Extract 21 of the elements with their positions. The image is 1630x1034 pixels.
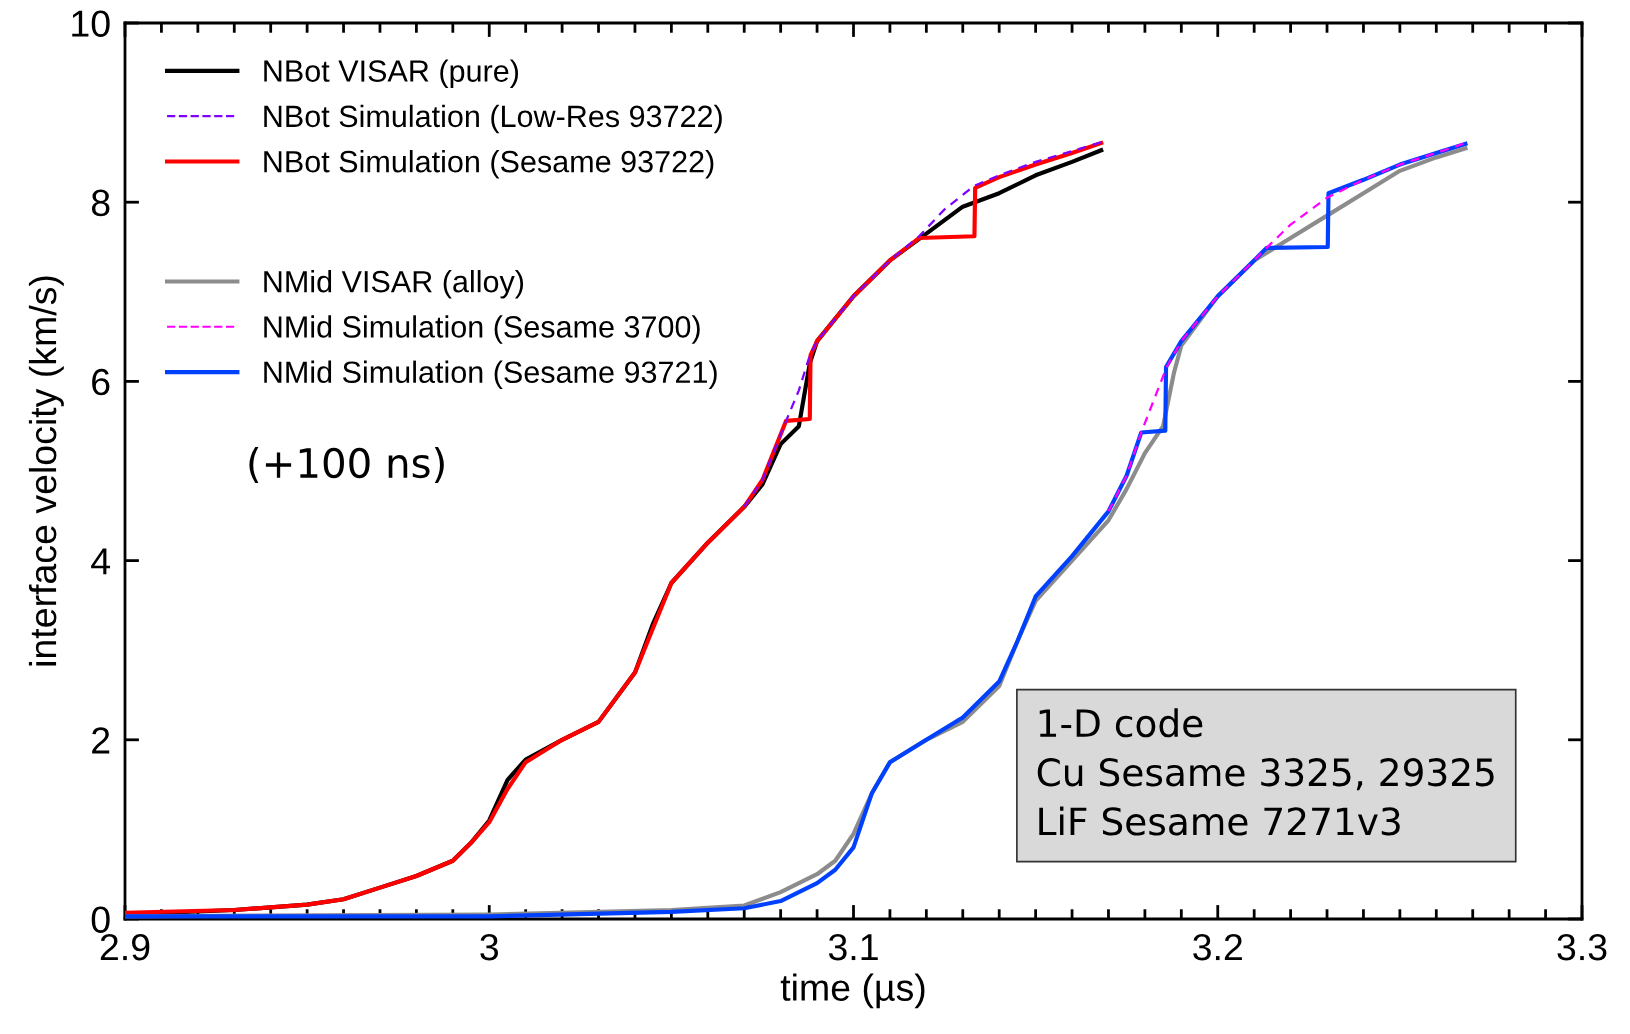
legend-label: NMid Simulation (Sesame 3700): [264, 315, 700, 344]
y-axis-title: interface velocity (km/s): [28, 276, 64, 666]
x-tick-label: 3.1: [828, 933, 878, 961]
legend-label: NMid Simulation (Sesame 93721): [264, 360, 717, 390]
legend-label: NBot VISAR (pure): [264, 59, 519, 88]
legend-label: NBot Simulation (Sesame 93722): [264, 150, 714, 179]
annotation: 1-D code Cu Sesame 3325, 29325 LiF Sesame 7271v3: [1037, 708, 1494, 836]
x-tick-label: 2.9: [100, 933, 150, 961]
y-tick-label: 4: [91, 548, 111, 575]
annotation: (+100 ns): [249, 447, 444, 483]
x-axis-title: time (µs): [780, 973, 925, 1009]
y-tick-label: 10: [72, 10, 110, 37]
x-tick-label: 3.2: [1193, 933, 1242, 961]
legend-label: NMid VISAR (alloy): [264, 270, 524, 299]
legend-label: NBot Simulation (Low-Res 93722): [264, 104, 722, 134]
x-tick-label: 3.3: [1557, 933, 1607, 961]
y-tick-label: 6: [92, 368, 110, 396]
x-tick-label: 3: [480, 933, 499, 961]
y-tick-label: 0: [91, 906, 110, 933]
y-tick-label: 2: [92, 727, 110, 754]
y-tick-label: 8: [91, 189, 110, 217]
